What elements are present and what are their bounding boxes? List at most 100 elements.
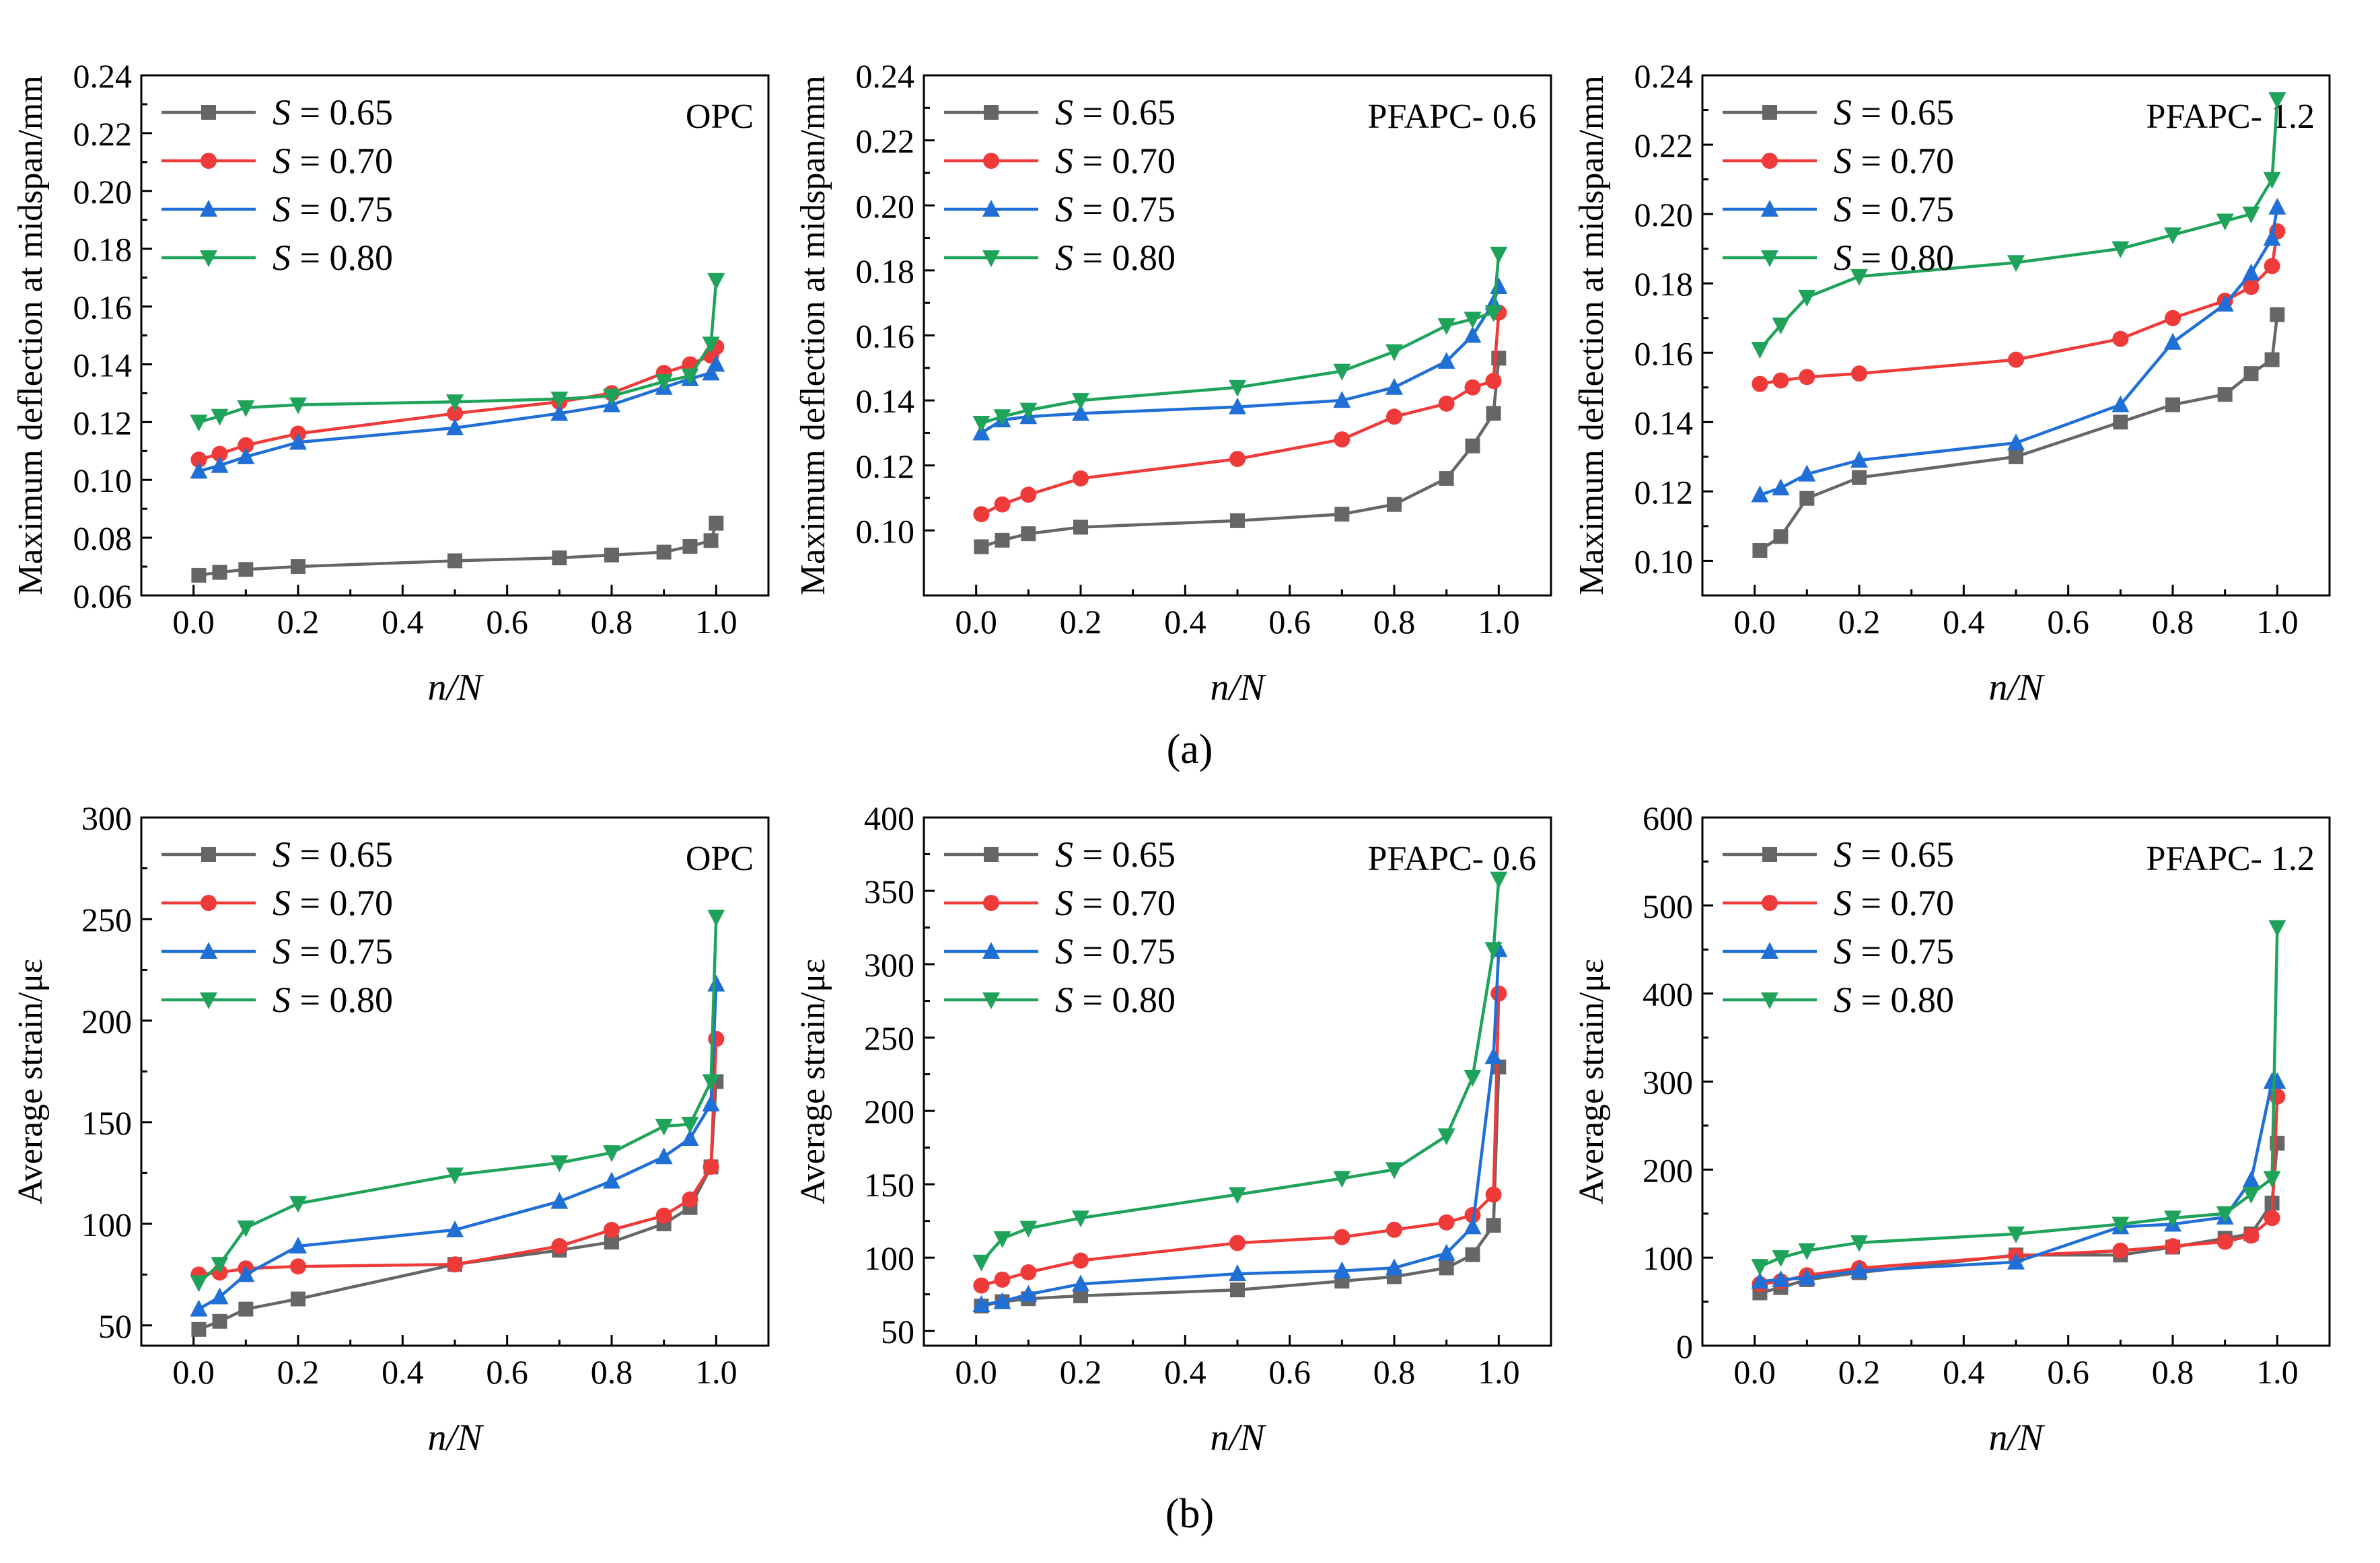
data-point (291, 559, 305, 575)
series-0.80 (972, 246, 1508, 433)
y-tick-label: 0.14 (73, 346, 133, 384)
legend-value: 0.75 (329, 931, 393, 972)
data-point (1020, 1264, 1037, 1280)
legend-label: S = 0.75 (1055, 189, 1176, 229)
data-point (1229, 1187, 1246, 1204)
x-tick-label: 0.2 (1838, 1353, 1881, 1391)
data-point (2007, 433, 2025, 451)
data-point (1798, 1268, 1816, 1286)
legend-variable: S (1834, 834, 1852, 875)
data-point (2264, 258, 2280, 275)
data-point (1229, 379, 1246, 397)
data-point (2007, 1252, 2025, 1270)
chart-1: 0.06 0.08 0.10 0.12 0.14 0.16 0.18 0.20 0.22 0.24… (11, 57, 770, 708)
legend-equals: = (1073, 931, 1112, 972)
legend-label: S = 0.70 (1834, 883, 1954, 923)
data-point (708, 1031, 725, 1048)
legend-equals: = (1073, 141, 1112, 181)
data-point (972, 415, 990, 433)
data-point (995, 532, 1010, 548)
legend-variable: S (273, 834, 291, 875)
data-point (1484, 1047, 1503, 1064)
legend-label: S = 0.70 (273, 883, 393, 923)
data-point (1385, 1258, 1403, 1276)
data-point (289, 397, 307, 414)
data-point (289, 1196, 307, 1213)
x-tick-label: 0.6 (486, 1353, 528, 1391)
legend-value: 0.75 (1890, 931, 1954, 972)
y-tick-label: 0 (1676, 1328, 1693, 1365)
data-point (446, 1220, 464, 1237)
legend-variable: S (1055, 92, 1073, 133)
series-0.65 (191, 515, 724, 583)
legend-value: 0.75 (1890, 189, 1954, 229)
data-point (211, 1287, 229, 1305)
y-tick-label: 0.18 (73, 231, 133, 268)
y-tick-label: 0.20 (856, 187, 915, 225)
legend-marker (200, 200, 217, 217)
data-point (1751, 342, 1769, 359)
y-tick-label: 0.22 (1634, 126, 1694, 164)
data-point (446, 418, 464, 435)
data-point (1333, 363, 1351, 381)
legend-equals: = (1073, 834, 1112, 875)
legend-label: S = 0.70 (1055, 883, 1176, 923)
y-axis-label: Average strain/με (794, 959, 832, 1204)
data-point (2269, 1088, 2286, 1105)
legend-equals: = (291, 189, 329, 229)
data-point (2270, 307, 2285, 322)
legend-variable: S (1834, 931, 1852, 972)
legend-equals: = (1852, 189, 1890, 229)
data-point (1490, 246, 1508, 264)
x-tick-label: 1.0 (2256, 1353, 2299, 1391)
data-point (655, 374, 673, 392)
data-point (702, 363, 720, 381)
x-tick-label: 0.0 (172, 1353, 215, 1391)
data-point (1072, 1274, 1089, 1292)
data-point (1799, 490, 1815, 506)
data-point (1464, 1069, 1482, 1087)
panels: 0.060.080.100.120.140.160.180.200.220.24… (11, 57, 2331, 1459)
y-tick-label: 600 (1643, 799, 1693, 837)
legend-variable: S (273, 931, 291, 972)
legend-variable: S (273, 980, 291, 1020)
y-tick-label: 100 (1643, 1239, 1693, 1277)
data-point (703, 533, 719, 548)
y-tick-label: 0.22 (856, 122, 915, 160)
chart-4: 50 100 150 200 250 300 0.0 0.2 0.4 0.6 0.8 1.0 n/N Av… (11, 799, 770, 1459)
data-point (2264, 1210, 2280, 1227)
x-tick-label: 0.8 (2152, 1353, 2194, 1391)
data-point (1485, 1186, 1502, 1203)
legend-marker (1761, 942, 1778, 959)
data-point (1772, 318, 1790, 335)
x-axis-label: n/N (428, 667, 484, 708)
data-point (1752, 543, 1768, 558)
data-point (1385, 1162, 1403, 1179)
data-point (702, 1159, 719, 1175)
data-point (1850, 451, 1868, 468)
x-tick-label: 0.4 (1943, 1353, 1985, 1391)
legend-marker (201, 895, 217, 911)
y-tick-label: 400 (864, 799, 914, 837)
legend-label: S = 0.65 (1834, 92, 1954, 133)
data-point (1486, 1218, 1501, 1233)
legend-value: 0.65 (1112, 92, 1176, 133)
x-tick-label: 0.4 (1164, 1353, 1206, 1391)
legend-variable: S (1834, 189, 1852, 229)
x-tick-label: 0.8 (591, 1353, 633, 1391)
series-0.70 (973, 304, 1507, 523)
data-point (1772, 1270, 1790, 1287)
data-point (1020, 486, 1037, 503)
x-tick-label: 0.6 (2047, 1353, 2089, 1391)
legend-equals: = (1852, 980, 1890, 1020)
legend-equals: = (291, 834, 329, 875)
legend-variable: S (1055, 834, 1073, 875)
legend-value: 0.80 (1890, 238, 1954, 278)
data-point (1439, 471, 1454, 486)
y-tick-label: 0.12 (856, 447, 915, 485)
data-point (1073, 1252, 1089, 1269)
x-axis-label: n/N (428, 1417, 484, 1459)
data-point (289, 433, 307, 450)
panel-label-a: (a) (1167, 727, 1213, 772)
data-point (1334, 507, 1350, 522)
